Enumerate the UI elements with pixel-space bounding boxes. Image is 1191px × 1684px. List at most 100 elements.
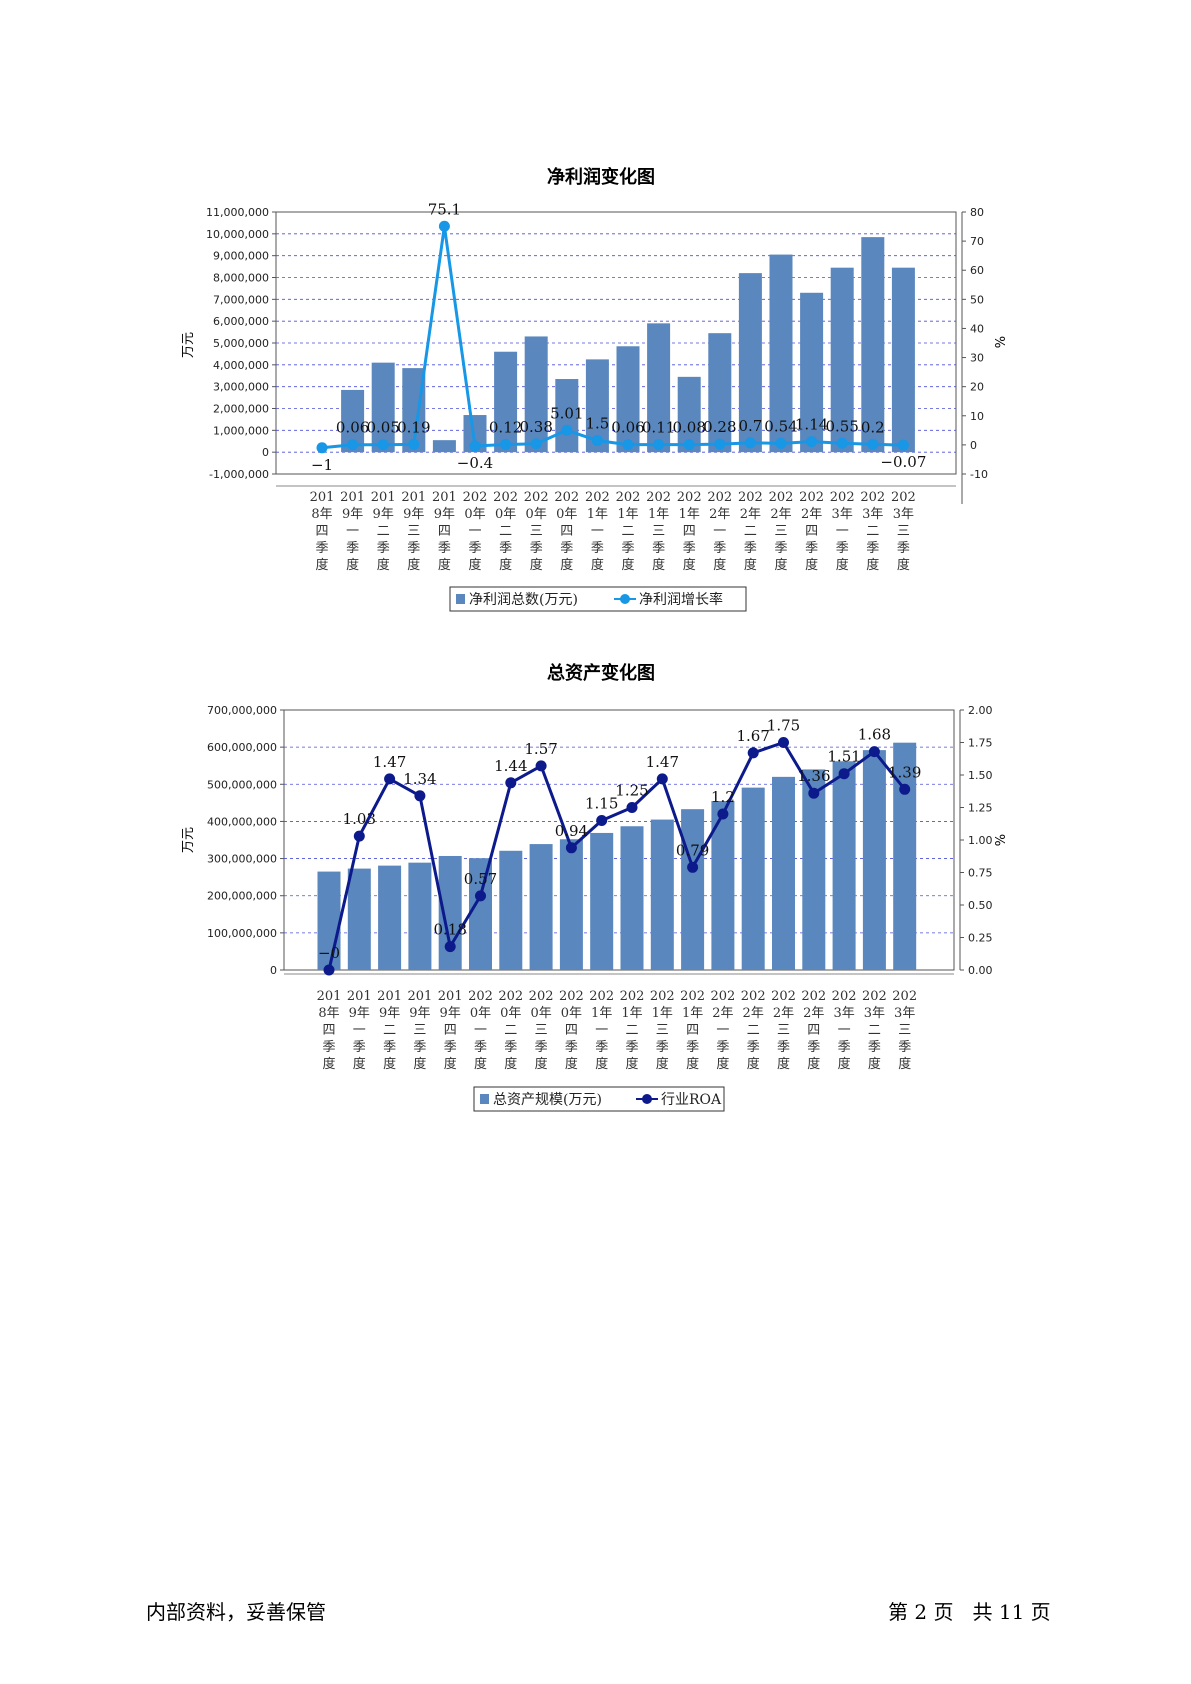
y-tick-label: 500,000,000 xyxy=(207,778,277,791)
y-tick-label: 600,000,000 xyxy=(207,741,277,754)
category-label: 201 xyxy=(347,989,372,1004)
legend-line-marker xyxy=(642,1094,652,1104)
category-label: 度 xyxy=(777,1056,790,1072)
category-label: 度 xyxy=(504,1056,517,1072)
category-label: 三 xyxy=(774,524,787,539)
data-label: −0.4 xyxy=(457,454,493,472)
category-label: 季 xyxy=(315,541,328,556)
category-label: 季 xyxy=(777,1040,790,1055)
bar xyxy=(647,323,671,453)
bar xyxy=(438,855,462,970)
category-label: 202 xyxy=(554,490,579,505)
category-label: 度 xyxy=(774,557,787,573)
category-label: 0年 xyxy=(470,1006,491,1021)
bar xyxy=(469,858,492,970)
category-label: 202 xyxy=(589,989,614,1004)
category-label: 202 xyxy=(468,989,493,1004)
category-label: 二 xyxy=(868,1023,881,1038)
category-label: 9年 xyxy=(434,507,455,522)
data-point xyxy=(899,783,911,795)
category-label: 一 xyxy=(353,1023,366,1038)
bar xyxy=(772,776,795,970)
category-label: 3年 xyxy=(833,1006,854,1021)
y-tick-label: 3,000,000 xyxy=(213,381,269,394)
y2-tick-label: 40 xyxy=(970,322,984,335)
bar xyxy=(529,844,553,970)
data-point xyxy=(505,777,517,789)
bar xyxy=(802,769,826,970)
category-label: 202 xyxy=(559,989,584,1004)
legend-box xyxy=(473,1086,725,1112)
category-label: 三 xyxy=(530,524,543,539)
category-label: 202 xyxy=(862,989,887,1004)
category-label: 度 xyxy=(413,1056,426,1072)
category-label: 季 xyxy=(868,1040,881,1055)
category-label: 一 xyxy=(468,524,481,539)
category-label: 三 xyxy=(652,524,665,539)
category-label: 三 xyxy=(407,524,420,539)
category-label: 度 xyxy=(407,557,420,573)
data-point xyxy=(808,787,820,799)
category-label: 季 xyxy=(322,1040,335,1055)
category-label: 二 xyxy=(621,524,634,539)
y-tick-label: 0 xyxy=(262,446,269,459)
y2-tick-label: 10 xyxy=(970,410,984,423)
y2-tick-label: 0.00 xyxy=(968,964,993,977)
category-label: 201 xyxy=(401,490,426,505)
legend-box xyxy=(449,586,747,612)
category-label: 二 xyxy=(625,1023,638,1038)
category-label: 2年 xyxy=(770,507,791,522)
category-label: 度 xyxy=(438,557,451,573)
category-label: 度 xyxy=(868,1056,881,1072)
category-label: 二 xyxy=(744,524,757,539)
y-axis-label: 万元 xyxy=(181,332,196,358)
data-point xyxy=(500,439,512,451)
data-point xyxy=(530,438,542,450)
category-label: 度 xyxy=(560,557,573,573)
data-label: 1.5 xyxy=(585,415,609,433)
category-label: 202 xyxy=(646,490,671,505)
y2-tick-label: 1.75 xyxy=(968,737,993,750)
bar xyxy=(862,750,886,970)
bar xyxy=(738,273,762,453)
data-label: 1.2 xyxy=(711,788,735,806)
category-label: 度 xyxy=(621,557,634,573)
y-tick-label: 8,000,000 xyxy=(213,272,269,285)
data-point xyxy=(561,424,573,436)
category-label: 202 xyxy=(830,490,855,505)
bar xyxy=(650,819,674,970)
category-label: 202 xyxy=(524,490,549,505)
y2-tick-label: -10 xyxy=(970,468,988,481)
category-label: 202 xyxy=(710,989,735,1004)
y-tick-label: 5,000,000 xyxy=(213,337,269,350)
category-label: 季 xyxy=(407,541,420,556)
chart-title: 总资产变化图 xyxy=(547,662,655,684)
category-label: 1年 xyxy=(682,1006,703,1021)
data-point xyxy=(778,737,789,748)
category-label: 二 xyxy=(747,1023,760,1038)
category-label: 202 xyxy=(498,989,523,1004)
category-label: 9年 xyxy=(409,1006,430,1021)
category-label: 9年 xyxy=(379,1006,400,1021)
data-label: 1.36 xyxy=(797,767,830,785)
data-label: 0.7 xyxy=(738,417,762,435)
data-label: 0.94 xyxy=(555,822,588,840)
category-label: 一 xyxy=(595,1023,608,1038)
category-label: 202 xyxy=(650,989,675,1004)
data-point xyxy=(868,746,880,758)
category-label: 三 xyxy=(777,1023,790,1038)
y2-tick-label: 2.00 xyxy=(968,704,993,717)
y-tick-label: 9,000,000 xyxy=(213,250,269,263)
category-label: 9年 xyxy=(349,1006,370,1021)
y2-axis-label: % xyxy=(994,336,1009,348)
data-label: 0.06 xyxy=(336,419,369,437)
data-label: 1.57 xyxy=(524,740,557,758)
category-label: 201 xyxy=(432,490,457,505)
y2-tick-label: 0.25 xyxy=(968,932,993,945)
data-point xyxy=(323,964,335,976)
data-label: 1.39 xyxy=(888,763,921,781)
y-tick-label: 4,000,000 xyxy=(213,359,269,372)
category-label: 3年 xyxy=(893,507,914,522)
chart-title: 净利润变化图 xyxy=(547,166,655,188)
data-point xyxy=(717,808,729,820)
